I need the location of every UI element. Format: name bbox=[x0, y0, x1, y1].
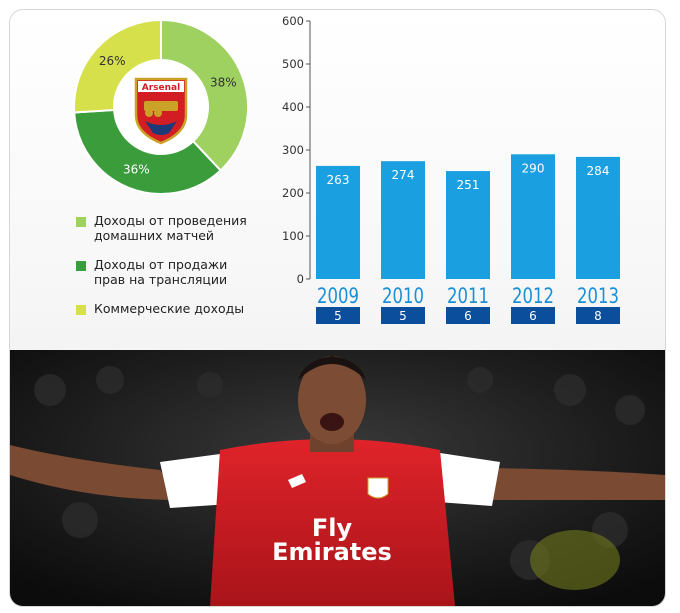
legend-label: Коммерческие доходы bbox=[94, 301, 245, 316]
legend-swatch bbox=[76, 305, 86, 315]
donut-slice bbox=[73, 108, 222, 195]
badge-box bbox=[511, 307, 555, 324]
y-tick-label: 300 bbox=[282, 143, 304, 157]
badge-box bbox=[381, 307, 425, 324]
y-tick-label: 500 bbox=[282, 57, 304, 71]
donut-slice-label: 36% bbox=[123, 162, 150, 176]
y-tick-label: 0 bbox=[297, 272, 304, 286]
legend-label: Доходы от продажи bbox=[94, 257, 228, 272]
x-category-label: 2010 bbox=[382, 284, 424, 308]
revenue-donut-chart: 38% 36% 26% Arsenal bbox=[73, 18, 249, 195]
arsenal-crest-icon: Arsenal bbox=[134, 77, 188, 145]
sponsor-text-line1: Fly bbox=[312, 514, 353, 542]
bar-value-label: 290 bbox=[522, 161, 545, 175]
legend-item-broadcast: Доходы от продажи прав на трансляции bbox=[76, 257, 296, 287]
y-tick-label: 400 bbox=[282, 100, 304, 114]
legend-swatch bbox=[76, 217, 86, 227]
x-category-label: 2009 bbox=[317, 284, 359, 308]
bar bbox=[576, 156, 620, 279]
x-category-label: 2011 bbox=[447, 284, 489, 308]
bar bbox=[381, 161, 425, 279]
bar-value-label: 251 bbox=[457, 178, 480, 192]
badge-label: 6 bbox=[529, 309, 537, 323]
infographic-card: 38% 36% 26% Arsenal Доходы от проведения д… bbox=[9, 9, 666, 607]
revenue-bar-chart: 0100200300400500600263200952742010525120… bbox=[282, 14, 620, 324]
badge-box bbox=[316, 307, 360, 324]
y-tick-label: 100 bbox=[282, 229, 304, 243]
badge-box bbox=[576, 307, 620, 324]
legend-item-home-matches: Доходы от проведения домашних матчей bbox=[76, 213, 296, 243]
donut-slice bbox=[160, 18, 249, 172]
bar-value-label: 284 bbox=[587, 164, 610, 178]
legend-label: Доходы от проведения bbox=[94, 213, 247, 228]
legend-label: домашних матчей bbox=[94, 228, 215, 243]
crest-text: Arsenal bbox=[142, 83, 180, 93]
bar bbox=[316, 165, 360, 279]
player-celebration-photo: Fly Emirates bbox=[10, 350, 665, 606]
donut-slice-label: 38% bbox=[210, 75, 237, 89]
badge-box bbox=[446, 307, 490, 324]
sponsor-text-line2: Emirates bbox=[272, 538, 392, 566]
y-tick-label: 200 bbox=[282, 186, 304, 200]
donut-labels: 38% 36% 26% bbox=[99, 54, 237, 176]
badge-label: 5 bbox=[334, 309, 342, 323]
bar bbox=[511, 154, 555, 279]
x-category-label: 2013 bbox=[577, 284, 619, 308]
badge-label: 5 bbox=[399, 309, 407, 323]
x-category-label: 2012 bbox=[512, 284, 554, 308]
badge-label: 6 bbox=[464, 309, 472, 323]
y-tick-label: 600 bbox=[282, 14, 304, 28]
bar bbox=[446, 171, 490, 279]
donut-slice-label: 26% bbox=[99, 54, 126, 68]
legend-item-commercial: Коммерческие доходы bbox=[76, 301, 296, 316]
legend-swatch bbox=[76, 261, 86, 271]
badge-label: 8 bbox=[594, 309, 602, 323]
bar-value-label: 263 bbox=[327, 173, 350, 187]
legend-label: прав на трансляции bbox=[94, 272, 228, 287]
donut-slice bbox=[73, 18, 162, 114]
donut-legend: Доходы от проведения домашних матчей Дох… bbox=[76, 213, 296, 330]
bar-value-label: 274 bbox=[392, 168, 415, 182]
